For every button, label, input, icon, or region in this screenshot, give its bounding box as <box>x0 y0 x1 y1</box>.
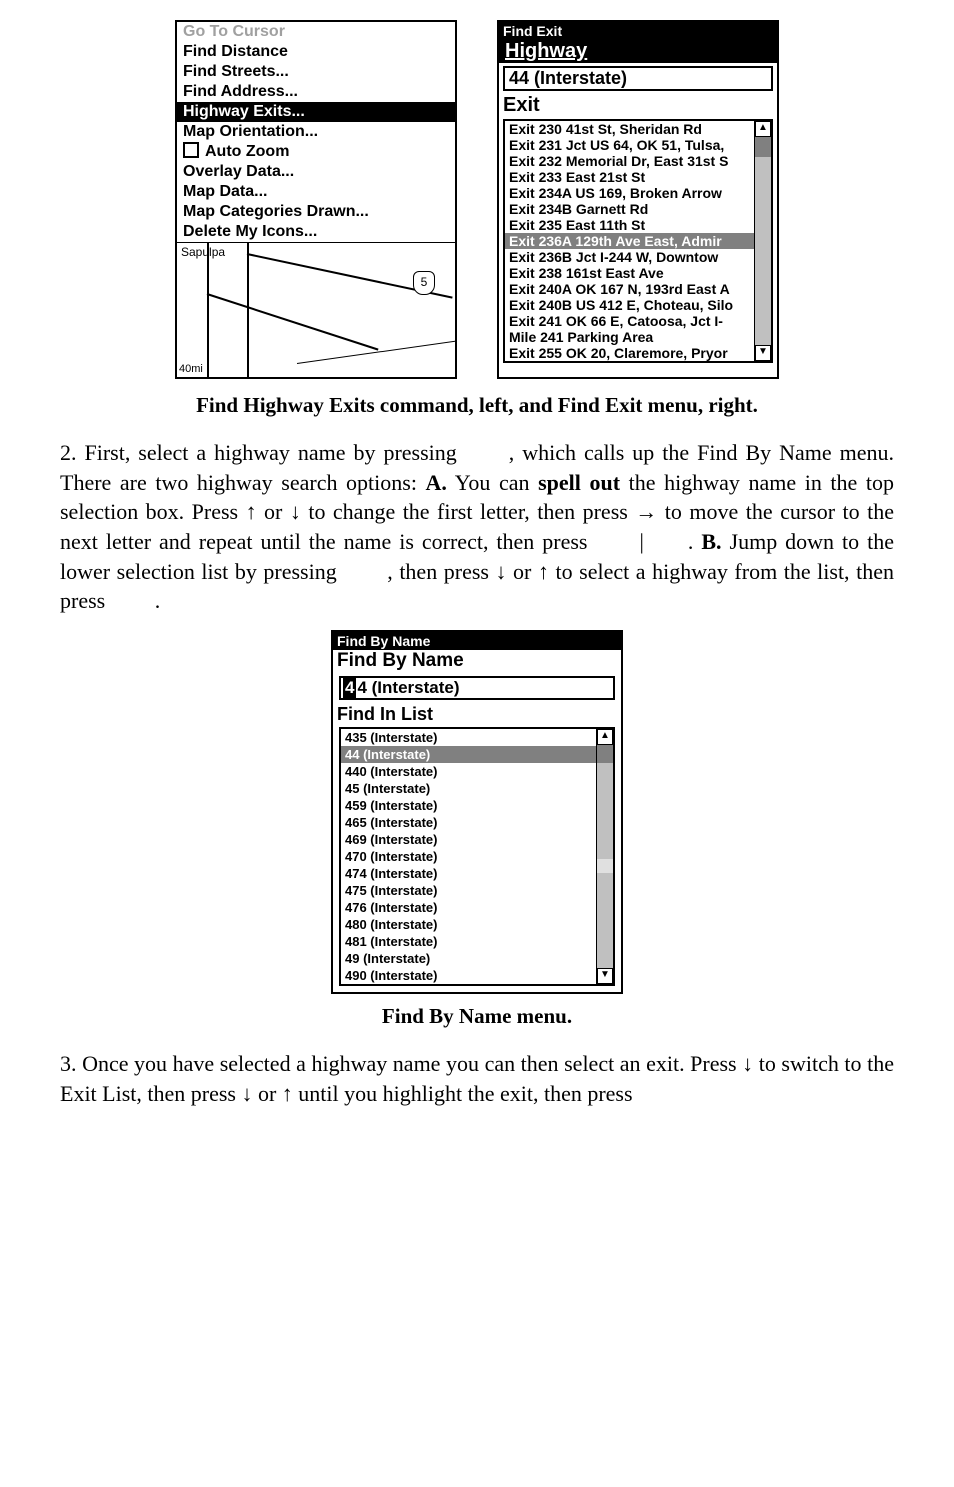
instruction-step-3: 3. Once you have selected a highway name… <box>60 1049 894 1108</box>
scroll-thumb[interactable] <box>597 745 613 763</box>
scroll-down-icon[interactable]: ▼ <box>755 345 771 361</box>
context-menu[interactable]: Go To CursorFind DistanceFind Streets...… <box>177 22 455 242</box>
list-item[interactable]: Exit 230 41st St, Sheridan Rd <box>505 121 755 137</box>
find-by-name-heading: Find By Name <box>333 650 621 672</box>
list-item[interactable]: Exit 234A US 169, Broken Arrow <box>505 185 755 201</box>
menu-item[interactable]: Find Address... <box>177 82 455 102</box>
list-item[interactable]: 45 (Interstate) <box>341 780 597 797</box>
label-B: B. <box>701 529 721 554</box>
list-item[interactable]: 459 (Interstate) <box>341 797 597 814</box>
list-item[interactable]: 440 (Interstate) <box>341 763 597 780</box>
caption-2: Find By Name menu. <box>60 1004 894 1029</box>
route-shield: 5 <box>413 271 435 295</box>
list-item[interactable]: Exit 241 OK 66 E, Catoosa, Jct I- <box>505 313 755 329</box>
menu-item[interactable]: Overlay Data... <box>177 162 455 182</box>
ent-key-icon <box>595 535 639 553</box>
list-item[interactable]: 470 (Interstate) <box>341 848 597 865</box>
menu-item[interactable]: Map Orientation... <box>177 122 455 142</box>
ent-key-icon <box>465 446 509 464</box>
find-exit-box: Find Exit Highway 44 (Interstate) Exit E… <box>497 20 779 379</box>
scroll-thumb-2[interactable] <box>597 859 613 873</box>
input-cursor: 4 <box>343 678 356 698</box>
map-menu-box: Go To CursorFind DistanceFind Streets...… <box>175 20 457 379</box>
list-item[interactable]: Exit 234B Garnett Rd <box>505 201 755 217</box>
list-item[interactable]: Exit 255 OK 20, Claremore, Pryor <box>505 345 755 361</box>
menu-item[interactable]: Map Categories Drawn... <box>177 202 455 222</box>
caption-1: Find Highway Exits command, left, and Fi… <box>60 393 894 418</box>
scroll-up-icon[interactable]: ▲ <box>597 729 613 745</box>
list-item[interactable]: 44 (Interstate) <box>341 746 597 763</box>
list-item[interactable]: 474 (Interstate) <box>341 865 597 882</box>
map-canvas: Sapulpa 5 40mi <box>177 242 455 377</box>
menu-item[interactable]: Delete My Icons... <box>177 222 455 242</box>
list-item[interactable]: Exit 236B Jct I-244 W, Downtow <box>505 249 755 265</box>
scroll-thumb[interactable] <box>755 137 771 157</box>
find-by-name-title: Find By Name <box>333 632 621 650</box>
ent-key-icon <box>111 594 155 612</box>
ent-key-icon <box>638 1087 682 1105</box>
list-item[interactable]: Exit 235 East 11th St <box>505 217 755 233</box>
menu-item[interactable]: Highway Exits... <box>177 102 455 122</box>
list-item[interactable]: Exit 240B US 412 E, Choteau, Silo <box>505 297 755 313</box>
ent-key-icon <box>343 565 387 583</box>
list-item[interactable]: Exit 233 East 21st St <box>505 169 755 185</box>
name-input[interactable]: 44 (Interstate) <box>339 676 615 700</box>
menu-item[interactable]: Find Distance <box>177 42 455 62</box>
scrollbar[interactable]: ▲ ▼ <box>754 121 771 361</box>
list-item[interactable]: 435 (Interstate) <box>341 729 597 746</box>
text: . <box>688 529 701 554</box>
menu-item[interactable]: Find Streets... <box>177 62 455 82</box>
map-label-city: Sapulpa <box>181 245 225 259</box>
list-item[interactable]: 465 (Interstate) <box>341 814 597 831</box>
find-exit-title: Find Exit <box>499 22 777 40</box>
menu-item[interactable]: Map Data... <box>177 182 455 202</box>
highway-value[interactable]: 44 (Interstate) <box>503 66 773 91</box>
find-by-name-box: Find By Name Find By Name 44 (Interstate… <box>331 630 623 994</box>
list-item[interactable]: Exit 232 Memorial Dr, East 31st S <box>505 153 755 169</box>
interstate-list[interactable]: 435 (Interstate)44 (Interstate)440 (Inte… <box>339 727 615 986</box>
menu-item[interactable]: Go To Cursor <box>177 22 455 42</box>
exit-list[interactable]: Exit 230 41st St, Sheridan RdExit 231 Jc… <box>503 119 773 363</box>
list-item[interactable]: 475 (Interstate) <box>341 882 597 899</box>
list-item[interactable]: 480 (Interstate) <box>341 916 597 933</box>
find-in-list-heading: Find In List <box>333 704 621 725</box>
exit-heading: Exit <box>499 94 777 117</box>
highway-section: Highway <box>499 40 777 63</box>
text: . <box>155 588 161 613</box>
list-item[interactable]: 49 (Interstate) <box>341 950 597 967</box>
scrollbar[interactable]: ▲ ▼ <box>596 729 613 984</box>
scroll-down-icon[interactable]: ▼ <box>597 968 613 984</box>
menu-item[interactable]: Auto Zoom <box>177 142 455 162</box>
ent-key-icon <box>644 535 688 553</box>
instruction-step-2: 2. First, select a highway name by press… <box>60 438 894 616</box>
scroll-up-icon[interactable]: ▲ <box>755 121 771 137</box>
list-item[interactable]: Mile 241 Parking Area <box>505 329 755 345</box>
label-spell-out: spell out <box>538 470 620 495</box>
list-item[interactable]: Exit 238 161st East Ave <box>505 265 755 281</box>
list-item[interactable]: Exit 236A 129th Ave East, Admir <box>505 233 755 249</box>
list-item[interactable]: 490 (Interstate) <box>341 967 597 984</box>
label-A: A. <box>426 470 447 495</box>
list-item[interactable]: 481 (Interstate) <box>341 933 597 950</box>
list-item[interactable]: 469 (Interstate) <box>341 831 597 848</box>
map-scale-label: 40mi <box>179 363 203 375</box>
text: 3. Once you have selected a highway name… <box>60 1051 894 1106</box>
text: You can <box>447 470 538 495</box>
input-value: 4 (Interstate) <box>357 678 459 698</box>
list-item[interactable]: Exit 240A OK 167 N, 193rd East A <box>505 281 755 297</box>
list-item[interactable]: Exit 231 Jct US 64, OK 51, Tulsa, <box>505 137 755 153</box>
text: 2. First, select a highway name by press… <box>60 440 465 465</box>
list-item[interactable]: 476 (Interstate) <box>341 899 597 916</box>
